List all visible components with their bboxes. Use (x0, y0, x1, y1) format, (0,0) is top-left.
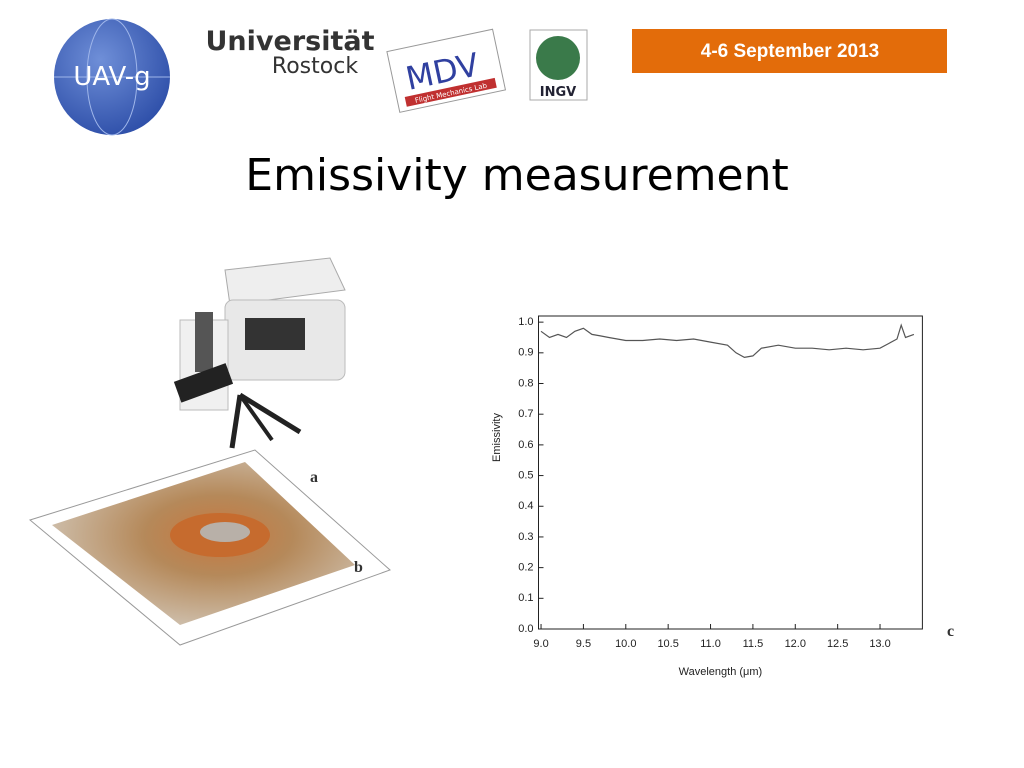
date-box (632, 29, 947, 73)
x-tick-label: 9.5 (576, 638, 591, 650)
ingv-logo: INGV (529, 29, 588, 101)
instrument-photo (28, 257, 391, 646)
uav-logo: UAV-g (54, 18, 170, 136)
x-tick-label: 11.0 (700, 638, 721, 650)
y-tick-label: 0.9 (518, 347, 533, 359)
x-tick-label: 12.5 (827, 638, 848, 650)
uav-text: UAV-g (73, 62, 150, 92)
x-tick-label: 9.0 (533, 638, 548, 650)
y-tick-label: 0.8 (518, 377, 533, 389)
y-tick-label: 0.2 (518, 562, 533, 574)
rostock-text: Rostock (272, 54, 358, 79)
y-tick-label: 0.7 (518, 408, 533, 420)
x-tick-label: 10.5 (657, 638, 678, 650)
y-tick-label: 0.5 (518, 469, 533, 481)
y-tick-label: 0.6 (518, 439, 533, 451)
y-tick-label: 0.1 (518, 592, 533, 604)
data-line (540, 323, 915, 359)
rostock-text: Universität (206, 26, 375, 57)
x-axis-label: Wavelength (μm) (679, 666, 763, 678)
date: 4-6 September 2013 (701, 41, 880, 62)
figure-label: b (354, 559, 363, 576)
y-tick-label: 0.3 (518, 531, 533, 543)
mdv-logo: MDV Flight Mechanics Lab (386, 28, 507, 113)
x-tick-label: 12.0 (785, 638, 806, 650)
x-tick-label: 11.5 (743, 638, 764, 650)
y-tick-label: 0.0 (518, 623, 533, 635)
figure-label: c (947, 623, 954, 640)
x-tick-label: 10.0 (615, 638, 636, 650)
x-tick-label: 13.0 (869, 638, 890, 650)
ingv-text: INGV (540, 85, 576, 100)
plot-frame (538, 315, 923, 630)
chart: 0.0 0.1 0.2 0.3 0.4 0.5 0.6 0.7 0.8 0.9 1.0 9.0 9.5 1… (491, 315, 923, 678)
y-tick-label: 1.0 (518, 316, 533, 328)
title: Emissivity measurement (245, 150, 788, 201)
y-axis-label: Emissivity (491, 413, 503, 462)
y-tick-label: 0.4 (518, 500, 533, 512)
figure-label: a (310, 469, 318, 486)
